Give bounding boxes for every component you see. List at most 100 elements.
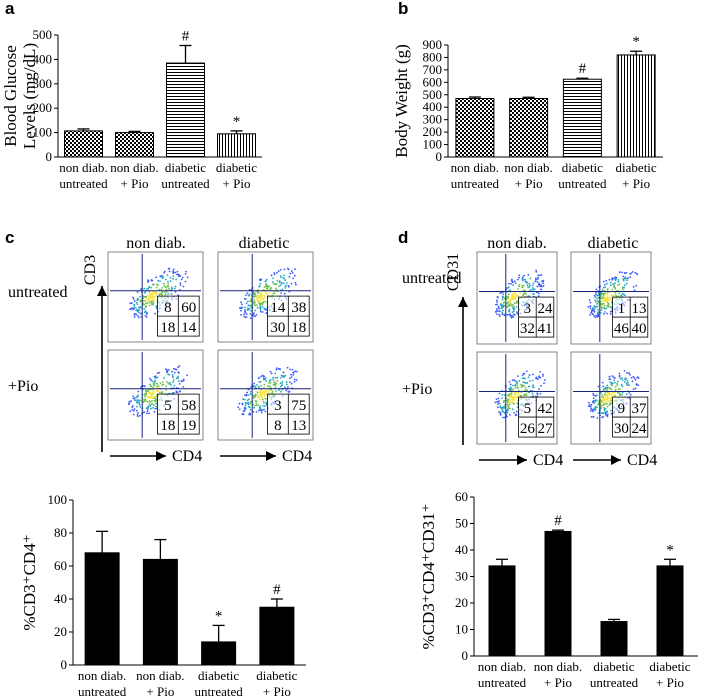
- event-dot: [608, 278, 611, 281]
- event-dot: [162, 383, 165, 386]
- quadrant-value: 9: [618, 401, 626, 417]
- y-tick-label: 0: [46, 149, 53, 164]
- event-dot: [508, 309, 510, 312]
- event-dot: [622, 286, 625, 289]
- event-dot: [270, 372, 273, 375]
- x-axis-label: CD4: [172, 448, 202, 465]
- event-dot: [140, 300, 143, 302]
- category-label-2: + Pio: [544, 675, 572, 690]
- event-dot: [237, 406, 240, 408]
- event-dot: [514, 296, 516, 298]
- event-dot: [172, 379, 175, 381]
- event-dot: [609, 313, 612, 315]
- event-dot: [604, 400, 607, 403]
- event-dot: [163, 272, 166, 274]
- category-label-2: + Pio: [515, 176, 543, 191]
- event-dot: [158, 293, 161, 296]
- event-dot: [602, 389, 605, 392]
- event-dot: [263, 294, 265, 297]
- event-dot: [542, 285, 545, 287]
- event-dot: [590, 407, 592, 410]
- event-dot: [172, 381, 174, 384]
- event-dot: [279, 382, 282, 384]
- event-dot: [293, 380, 296, 383]
- event-dot: [606, 295, 609, 297]
- event-dot: [146, 395, 149, 398]
- event-dot: [245, 393, 248, 396]
- quadrant-value: 30: [614, 421, 629, 437]
- event-dot: [589, 405, 592, 408]
- event-dot: [610, 402, 613, 405]
- event-dot: [514, 383, 517, 386]
- event-dot: [177, 294, 180, 297]
- event-dot: [146, 410, 149, 413]
- event-dot: [604, 414, 607, 416]
- event-dot: [503, 416, 506, 419]
- event-dot: [518, 392, 520, 394]
- event-dot: [633, 377, 636, 379]
- significance-mark: *: [233, 114, 241, 130]
- event-dot: [621, 377, 623, 379]
- significance-mark: #: [554, 513, 562, 529]
- event-dot: [525, 370, 528, 372]
- event-dot: [622, 275, 624, 278]
- event-dot: [517, 375, 519, 377]
- event-dot: [260, 395, 262, 398]
- quadrant-value: 42: [538, 401, 553, 417]
- event-dot: [288, 275, 291, 278]
- event-dot: [511, 379, 514, 382]
- event-dot: [524, 389, 527, 392]
- event-dot: [147, 390, 150, 392]
- event-dot: [617, 284, 619, 286]
- event-dot: [248, 412, 251, 414]
- event-dot: [606, 402, 608, 405]
- event-dot: [260, 292, 263, 295]
- event-dot: [147, 396, 150, 399]
- y-tick-label: 400: [33, 51, 53, 66]
- event-dot: [259, 310, 262, 313]
- event-dot: [296, 370, 298, 373]
- event-dot: [136, 303, 139, 306]
- event-dot: [158, 371, 161, 374]
- event-dot: [250, 299, 252, 302]
- event-dot: [588, 405, 590, 408]
- y-tick-label: 700: [423, 62, 443, 77]
- event-dot: [528, 282, 531, 285]
- category-label-2: untreated: [59, 176, 108, 191]
- significance-mark: *: [632, 34, 640, 50]
- event-dot: [510, 316, 513, 319]
- y-tick-label: 500: [33, 27, 53, 42]
- event-dot: [509, 315, 512, 317]
- event-dot: [159, 280, 161, 282]
- event-dot: [621, 293, 624, 295]
- event-dot: [156, 383, 159, 385]
- event-dot: [172, 275, 175, 278]
- event-dot: [155, 283, 158, 286]
- category-label-2: untreated: [478, 675, 527, 690]
- category-label: diabetic: [216, 160, 257, 175]
- event-dot: [502, 305, 505, 308]
- event-dot: [184, 280, 187, 283]
- event-dot: [540, 274, 543, 276]
- event-dot: [151, 397, 154, 399]
- quadrant-value: 8: [274, 418, 282, 434]
- event-dot: [240, 314, 243, 316]
- quadrant-value: 3: [524, 301, 532, 317]
- event-dot: [610, 297, 613, 300]
- event-dot: [253, 302, 256, 305]
- category-label-2: untreated: [161, 176, 210, 191]
- event-dot: [614, 377, 616, 379]
- event-dot: [258, 285, 261, 288]
- event-dot: [512, 308, 515, 311]
- event-dot: [597, 294, 600, 296]
- event-dot: [522, 393, 525, 396]
- event-dot: [531, 373, 534, 376]
- event-dot: [601, 300, 604, 302]
- event-dot: [150, 302, 153, 304]
- event-dot: [253, 406, 255, 409]
- event-dot: [145, 305, 147, 308]
- event-dot: [265, 278, 268, 281]
- event-dot: [261, 305, 264, 308]
- event-dot: [145, 400, 147, 402]
